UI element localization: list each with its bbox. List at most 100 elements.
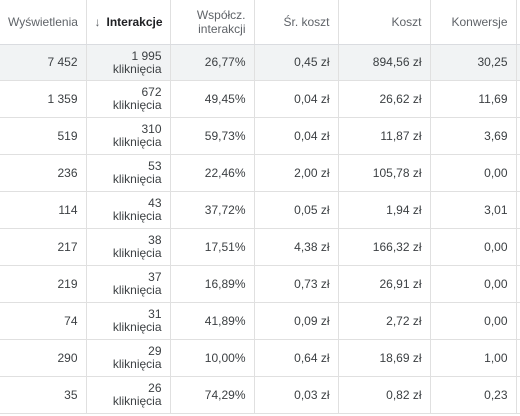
interactions-unit: kliknięcia	[112, 246, 162, 260]
table-row[interactable]: 236 53 kliknięcia 22,46% 2,00 zł 105,78 zł 0,0…	[0, 154, 520, 192]
table-row[interactable]: 290 29 kliknięcia 10,00% 0,64 zł 18,69 zł 1,00	[0, 339, 520, 377]
cell-overflow	[516, 228, 520, 266]
cell-cost: 105,78 zł	[338, 154, 431, 192]
cell-cost: 166,32 zł	[338, 228, 431, 266]
cell-overflow	[516, 302, 520, 340]
cell-interactions: 37 kliknięcia	[86, 265, 171, 303]
cell-overflow	[516, 44, 520, 81]
cell-interactions: 53 kliknięcia	[86, 154, 171, 192]
cell-conversions: 0,00	[430, 228, 517, 266]
column-header-cost[interactable]: Koszt	[338, 0, 431, 45]
column-header-conversions[interactable]: Konwersje	[430, 0, 517, 45]
arrow-down-icon: ↓	[94, 15, 101, 29]
table-row[interactable]: 217 38 kliknięcia 17,51% 4,38 zł 166,32 zł 0,0…	[0, 228, 520, 266]
interactions-count: 310	[141, 122, 162, 136]
cell-interactions: 26 kliknięcia	[86, 376, 171, 414]
cell-cost: 26,91 zł	[338, 265, 431, 303]
cell-cost: 18,69 zł	[338, 339, 431, 377]
cell-interaction-rate: 49,45%	[170, 80, 255, 118]
cell-overflow	[516, 376, 520, 414]
cell-interaction-rate: 74,29%	[170, 376, 255, 414]
cell-cost: 2,72 zł	[338, 302, 431, 340]
cell-avg-cost: 0,45 zł	[254, 44, 339, 81]
cell-overflow	[516, 80, 520, 118]
cell-interaction-rate: 10,00%	[170, 339, 255, 377]
table-row[interactable]: 114 43 kliknięcia 37,72% 0,05 zł 1,94 zł 3,01	[0, 191, 520, 229]
cell-conversions: 11,69	[430, 80, 517, 118]
interactions-count: 672	[141, 85, 162, 99]
table-row[interactable]: 35 26 kliknięcia 74,29% 0,03 zł 0,82 zł 0,23	[0, 376, 520, 414]
cell-avg-cost: 0,64 zł	[254, 339, 339, 377]
cell-conversions: 0,23	[430, 376, 517, 414]
cell-conversions: 3,69	[430, 117, 517, 155]
cell-views: 217	[0, 228, 87, 266]
interactions-unit: kliknięcia	[112, 61, 162, 76]
cell-interactions: 38 kliknięcia	[86, 228, 171, 266]
interactions-count: 53	[148, 159, 162, 173]
interactions-count: 26	[148, 381, 162, 395]
interactions-unit: kliknięcia	[112, 209, 162, 223]
cell-views: 74	[0, 302, 87, 340]
cell-overflow	[516, 339, 520, 377]
cell-conversions: 3,01	[430, 191, 517, 229]
column-header-interactions[interactable]: ↓ Interakcje	[86, 0, 171, 45]
cell-interaction-rate: 59,73%	[170, 117, 255, 155]
column-header-views[interactable]: Wyświetlenia	[0, 0, 87, 45]
cell-overflow	[516, 265, 520, 303]
column-header-interaction-rate[interactable]: Współcz. interakcji	[170, 0, 255, 45]
interactions-unit: kliknięcia	[112, 357, 162, 371]
cell-conversions: 0,00	[430, 302, 517, 340]
cell-conversions: 30,25	[430, 44, 517, 81]
cell-views: 519	[0, 117, 87, 155]
cell-interactions: 29 kliknięcia	[86, 339, 171, 377]
table-row[interactable]: 519 310 kliknięcia 59,73% 0,04 zł 11,87 zł 3,6…	[0, 117, 520, 155]
interactions-unit: kliknięcia	[112, 283, 162, 297]
interactions-count: 1 995	[131, 48, 162, 63]
cell-cost: 0,82 zł	[338, 376, 431, 414]
cell-interactions: 31 kliknięcia	[86, 302, 171, 340]
cell-avg-cost: 4,38 zł	[254, 228, 339, 266]
cell-conversions: 0,00	[430, 154, 517, 192]
cell-cost: 894,56 zł	[338, 44, 431, 81]
interactions-count: 38	[148, 233, 162, 247]
interactions-unit: kliknięcia	[112, 320, 162, 334]
cell-avg-cost: 2,00 zł	[254, 154, 339, 192]
header-row: Wyświetlenia ↓ Interakcje Współcz. interak…	[0, 0, 520, 45]
cell-views: 236	[0, 154, 87, 192]
table-row[interactable]: 74 31 kliknięcia 41,89% 0,09 zł 2,72 zł 0,00	[0, 302, 520, 340]
cell-views: 35	[0, 376, 87, 414]
cell-views: 290	[0, 339, 87, 377]
cell-conversions: 1,00	[430, 339, 517, 377]
table-row[interactable]: 219 37 kliknięcia 16,89% 0,73 zł 26,91 zł 0,00	[0, 265, 520, 303]
cell-avg-cost: 0,03 zł	[254, 376, 339, 414]
cell-cost: 11,87 zł	[338, 117, 431, 155]
interactions-unit: kliknięcia	[112, 172, 162, 186]
cell-overflow	[516, 117, 520, 155]
cell-interaction-rate: 37,72%	[170, 191, 255, 229]
column-header-avg-cost[interactable]: Śr. koszt	[254, 0, 339, 45]
cell-cost: 1,94 zł	[338, 191, 431, 229]
table-row[interactable]: 1 359 672 kliknięcia 49,45% 0,04 zł 26,62 zł 1…	[0, 80, 520, 118]
interactions-count: 31	[148, 307, 162, 321]
cell-cost: 26,62 zł	[338, 80, 431, 118]
cell-interactions: 43 kliknięcia	[86, 191, 171, 229]
cell-views: 1 359	[0, 80, 87, 118]
interactions-unit: kliknięcia	[112, 394, 162, 408]
cell-interaction-rate: 22,46%	[170, 154, 255, 192]
cell-conversions: 0,00	[430, 265, 517, 303]
column-header-overflow	[516, 0, 520, 45]
cell-overflow	[516, 154, 520, 192]
interactions-unit: kliknięcia	[112, 98, 162, 112]
cell-avg-cost: 0,04 zł	[254, 117, 339, 155]
interactions-unit: kliknięcia	[112, 135, 162, 149]
cell-interaction-rate: 17,51%	[170, 228, 255, 266]
cell-interaction-rate: 41,89%	[170, 302, 255, 340]
cell-interactions: 1 995 kliknięcia	[86, 44, 171, 81]
table-row[interactable]: 7 452 1 995 kliknięcia 26,77% 0,45 zł 894,56 …	[0, 44, 520, 81]
cell-views: 7 452	[0, 44, 87, 81]
cell-avg-cost: 0,73 zł	[254, 265, 339, 303]
cell-avg-cost: 0,04 zł	[254, 80, 339, 118]
interactions-count: 29	[148, 344, 162, 358]
cell-overflow	[516, 191, 520, 229]
